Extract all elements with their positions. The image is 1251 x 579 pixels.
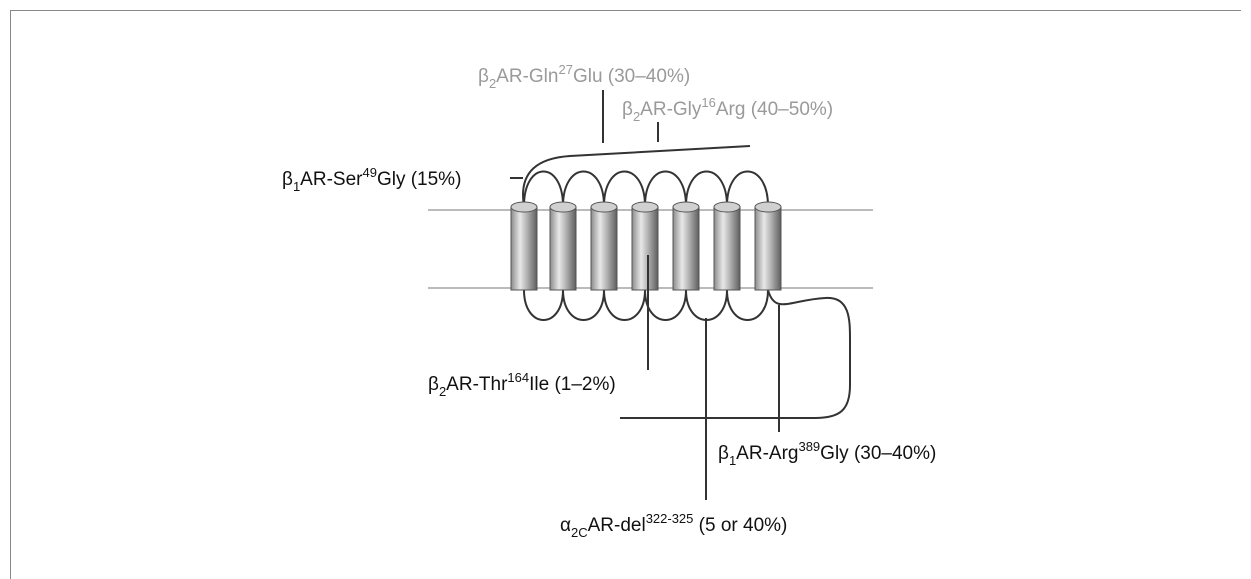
helix-top — [714, 202, 740, 212]
frame — [11, 11, 1242, 579]
loop — [686, 290, 727, 320]
loop — [563, 172, 604, 207]
loop — [727, 172, 768, 207]
loop — [604, 172, 645, 207]
loop — [645, 172, 686, 207]
helix-top — [632, 202, 658, 212]
helix-top — [755, 202, 781, 212]
loop — [524, 290, 563, 320]
loop — [686, 172, 727, 207]
helix-top — [550, 202, 576, 212]
helix — [591, 207, 617, 290]
helix-top — [673, 202, 699, 212]
helix — [714, 207, 740, 290]
loop — [563, 290, 604, 320]
label: β2AR-Gly16Arg (40–50%) — [622, 95, 833, 124]
helix — [755, 207, 781, 290]
label: β1AR-Arg389Gly (30–40%) — [718, 439, 936, 468]
helix — [550, 207, 576, 290]
helix-top — [511, 202, 537, 212]
helix — [511, 207, 537, 290]
loop — [645, 290, 686, 320]
label: β2AR-Gln27Glu (30–40%) — [478, 62, 690, 91]
label: β2AR-Thr164Ile (1–2%) — [428, 370, 616, 399]
helix — [673, 207, 699, 290]
loop — [727, 290, 768, 320]
helix — [632, 207, 658, 290]
c-terminus — [620, 290, 850, 418]
loop — [604, 290, 645, 320]
helix-top — [591, 202, 617, 212]
label: α2CAR-del322-325 (5 or 40%) — [560, 511, 787, 540]
diagram: β2AR-Gln27Glu (30–40%) β2AR-Gly16Arg (40… — [0, 0, 1251, 579]
label: β1AR-Ser49Gly (15%) — [282, 165, 461, 194]
loop — [524, 172, 563, 207]
